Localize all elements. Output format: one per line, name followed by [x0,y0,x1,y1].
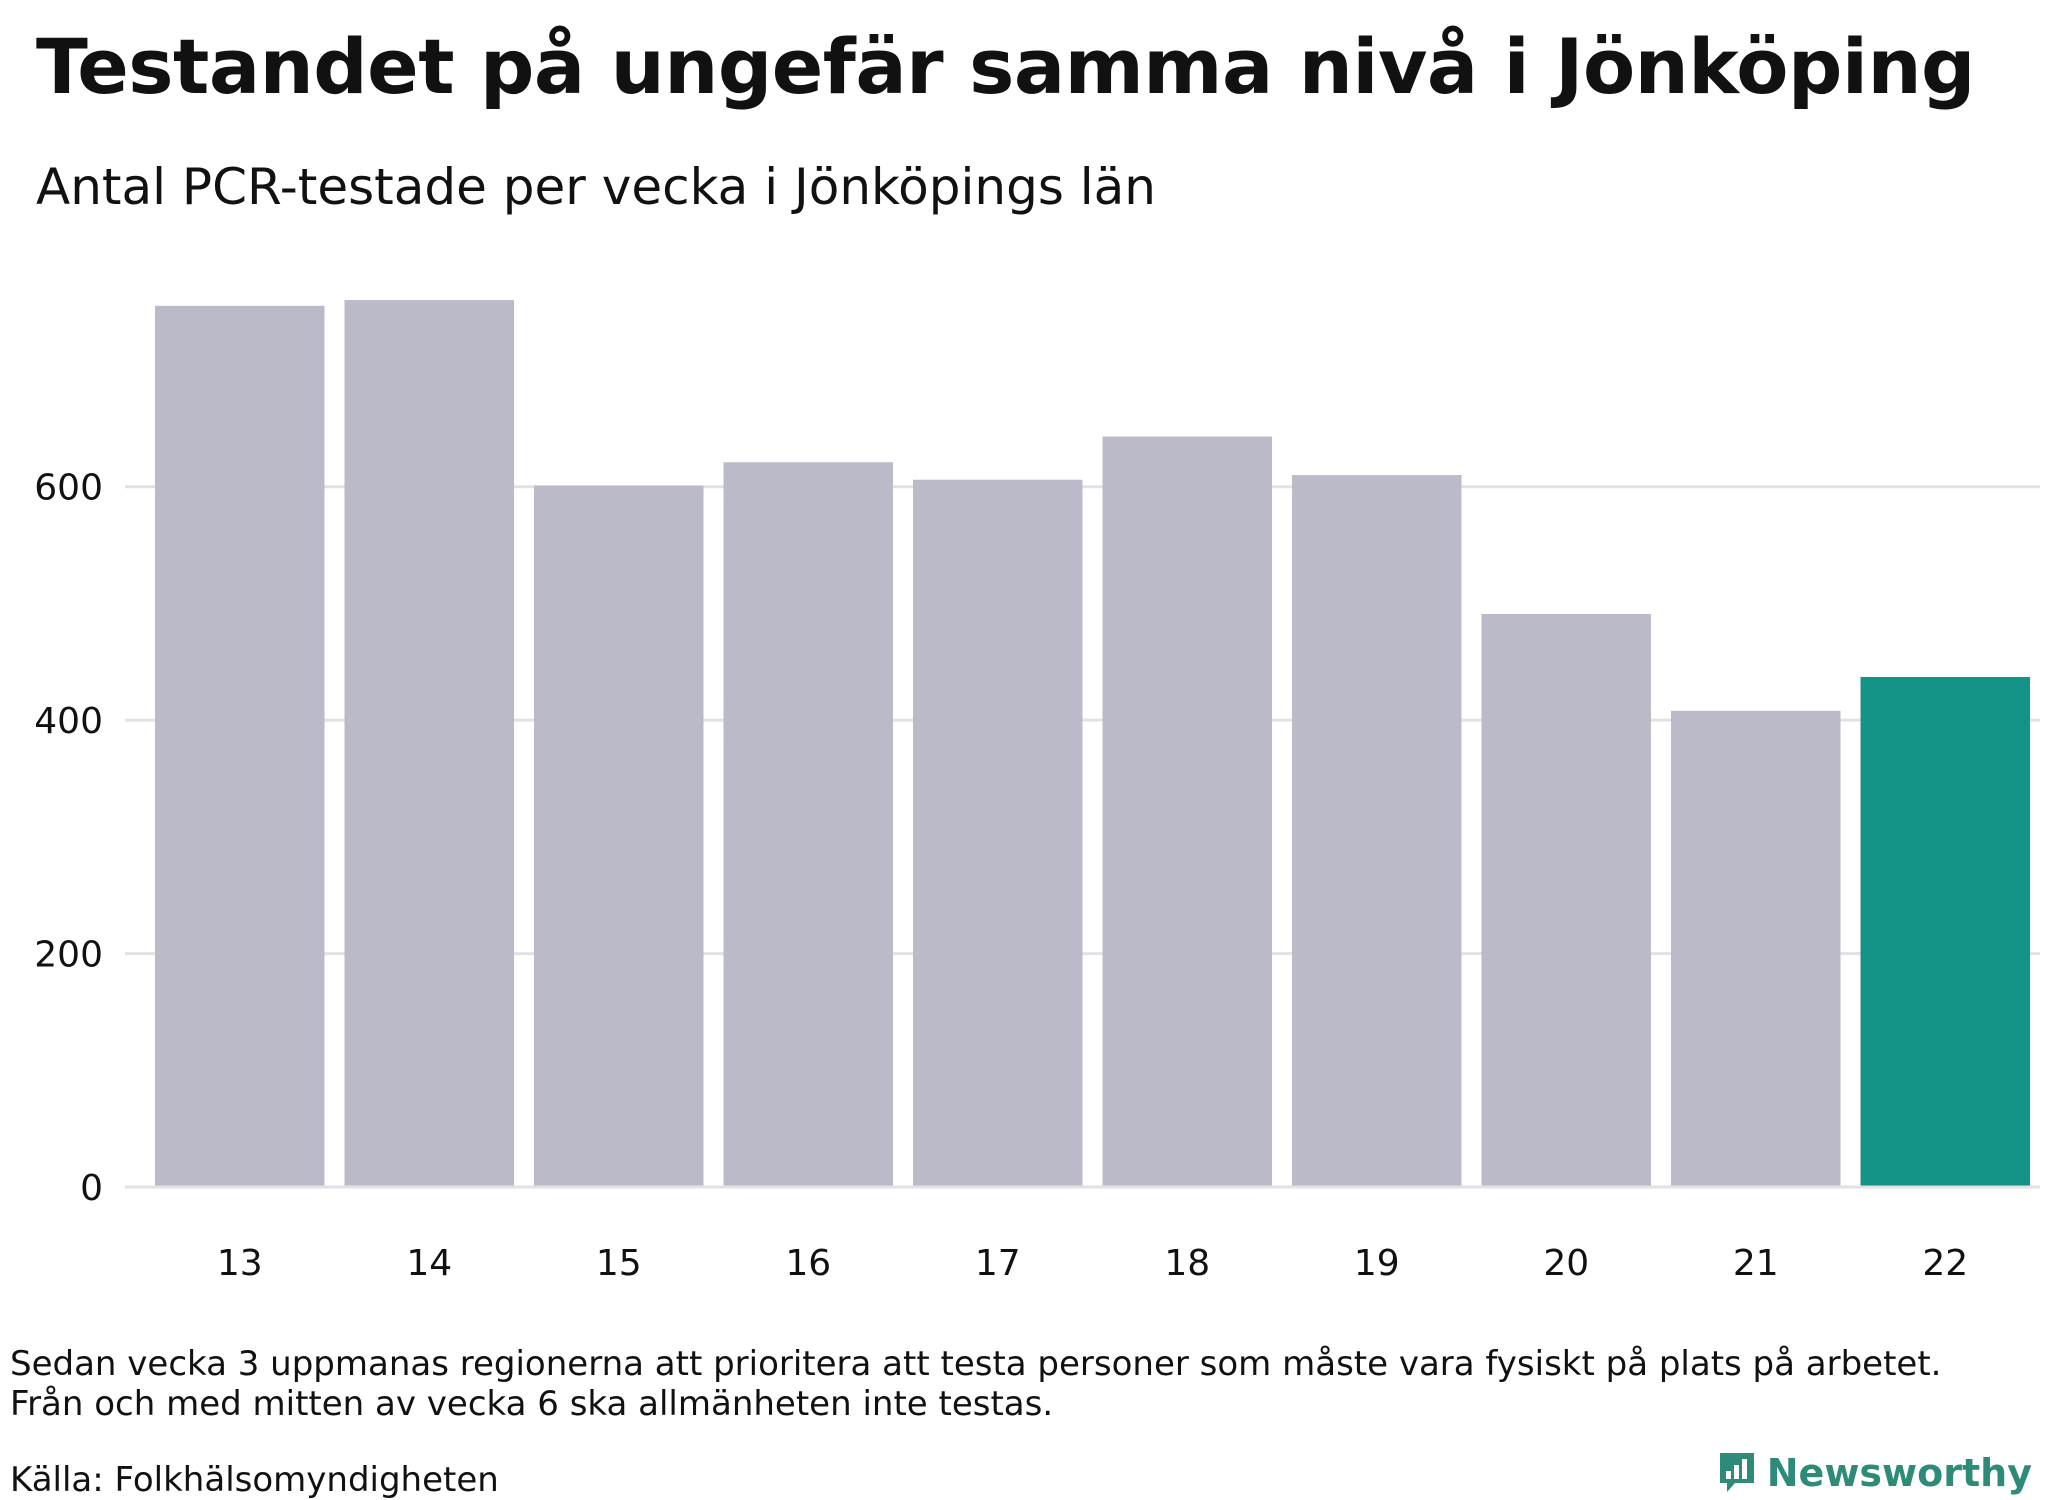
bar-chart: 0 200 400 600 13 14 15 16 17 18 19 20 21 22 [34,300,2040,1284]
y-tick-label: 0 [80,1168,103,1209]
x-tick-label: 13 [217,1243,263,1284]
bar-week-19 [1292,475,1462,1187]
x-tick-label: 20 [1543,1243,1589,1284]
bar-week-18 [1102,436,1272,1187]
bar-week-17 [913,479,1083,1187]
footnote-line-2: Från och med mitten av vecka 6 ska allmä… [10,1384,1054,1424]
brand-name: Newsworthy [1766,1451,2032,1495]
brand-logo: Newsworthy [1717,1450,2032,1496]
bar-week-21 [1671,710,1841,1187]
x-tick-label: 19 [1354,1243,1400,1284]
x-tick-label: 14 [406,1243,452,1284]
bar-week-13 [155,305,325,1187]
x-tick-label: 22 [1922,1243,1968,1284]
bar-week-20 [1481,613,1651,1187]
x-tick-label: 15 [596,1243,642,1284]
y-tick-label: 600 [34,468,103,509]
bar-chart-logo-icon [1719,1453,1754,1492]
bar-week-16 [723,462,893,1187]
bar-week-22 [1860,676,2030,1187]
footnote: Sedan vecka 3 uppmanas regionerna att pr… [10,1344,1941,1424]
bar-week-14 [344,300,514,1187]
bar-week-15 [534,485,704,1188]
x-tick-label: 18 [1164,1243,1210,1284]
chart-title: Testandet på ungefär samma nivå i Jönköp… [36,22,1975,111]
x-tick-label: 21 [1733,1243,1779,1284]
x-tick-label: 16 [785,1243,831,1284]
x-tick-label: 17 [975,1243,1021,1284]
source-label: Källa: Folkhälsomyndigheten [10,1460,499,1500]
y-tick-label: 400 [34,701,103,742]
chart-subtitle: Antal PCR-testade per vecka i Jönköpings… [36,158,1156,216]
y-tick-label: 200 [34,935,103,976]
footnote-line-1: Sedan vecka 3 uppmanas regionerna att pr… [10,1344,1942,1384]
